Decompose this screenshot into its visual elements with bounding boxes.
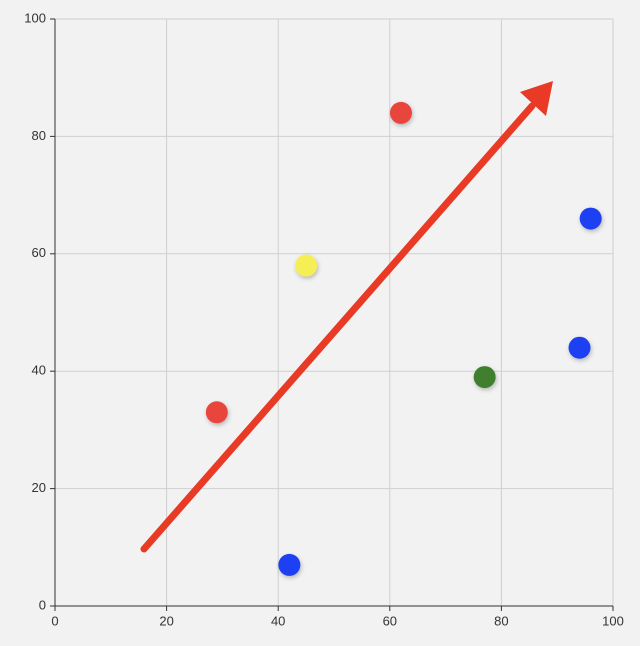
points <box>205 101 602 576</box>
y-tick-label: 100 <box>24 10 46 25</box>
point <box>295 254 318 277</box>
y-tick-label: 0 <box>39 597 46 612</box>
y-tick-label: 20 <box>32 480 46 495</box>
y-tick-label: 60 <box>32 245 46 260</box>
y-tick-label: 80 <box>32 128 46 143</box>
x-tick-label: 20 <box>159 613 173 628</box>
y-tick-label: 40 <box>32 363 46 378</box>
point <box>205 401 228 424</box>
point <box>579 207 602 230</box>
x-tick-label: 40 <box>271 613 285 628</box>
point <box>568 336 591 359</box>
x-tick-label: 0 <box>51 613 58 628</box>
x-tick-label: 60 <box>383 613 397 628</box>
point <box>278 553 301 576</box>
arrow-shaft <box>140 102 536 553</box>
trend-arrow <box>140 81 553 553</box>
point <box>389 101 412 124</box>
arrow-head <box>520 81 553 116</box>
x-tick-label: 80 <box>494 613 508 628</box>
point <box>473 366 496 389</box>
grid <box>54 18 614 607</box>
x-tick-label: 100 <box>602 613 624 628</box>
